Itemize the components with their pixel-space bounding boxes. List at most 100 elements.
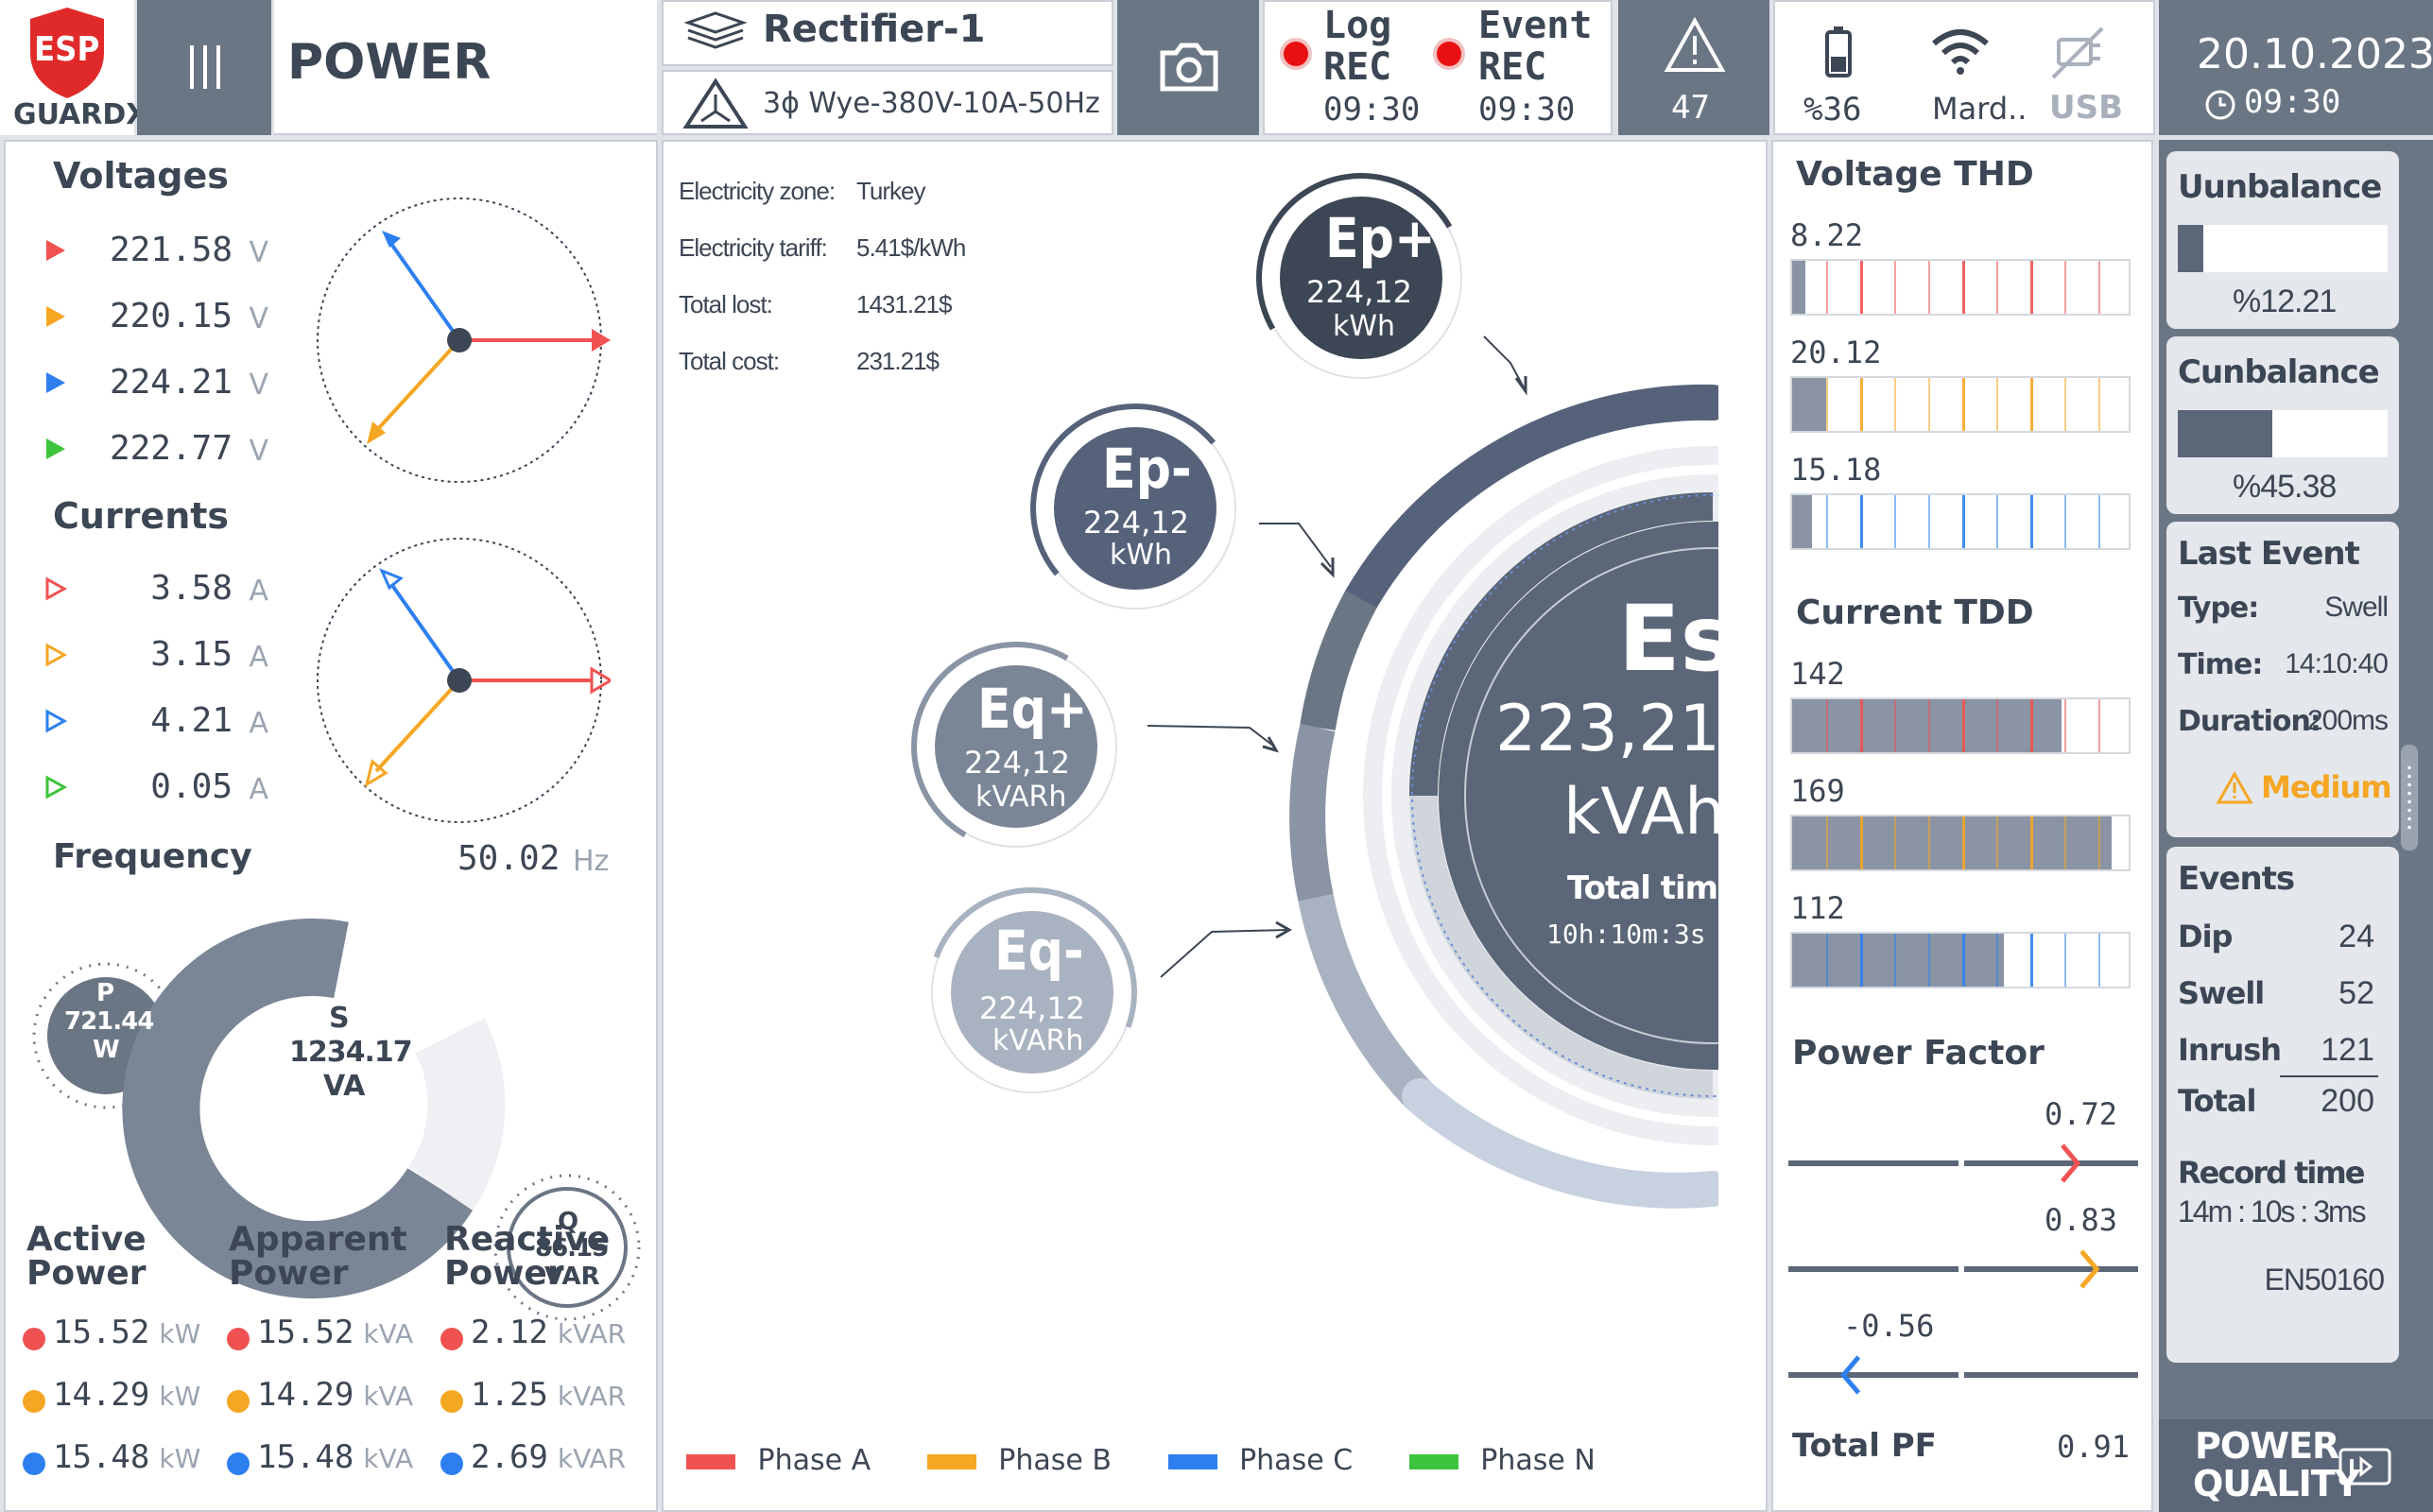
last-event-card[interactable]: Last Event Type: Swell Time: 14:10:40 Du…	[2166, 522, 2399, 837]
battery-level: %36	[1803, 91, 1862, 129]
harmonic-tick	[1996, 378, 1998, 431]
alarm-button[interactable]: 47	[1618, 0, 1769, 135]
inrush-value: 121	[2321, 1032, 2374, 1068]
page-title: POWER	[287, 34, 492, 91]
pf-slider-track	[1788, 1355, 2138, 1395]
harmonic-tick	[2064, 816, 2066, 869]
pf-marker-icon	[2061, 1143, 2081, 1183]
event-rec-label: REC	[1478, 45, 1547, 89]
rec-status-box: Log REC 09:30 Event REC 09:30	[1263, 0, 1613, 135]
page-title-box: POWER	[274, 0, 657, 135]
events-card[interactable]: Events Dip 24 Swell 52 Inrush 121 Total …	[2166, 847, 2399, 1363]
energy-panel: Electricity zone: Turkey Electricity tari…	[662, 140, 1768, 1512]
harmonic-tick	[1928, 495, 1930, 548]
active-power-title: Active Power	[26, 1223, 147, 1291]
pf-title: Power Factor	[1792, 1034, 2045, 1073]
voltage-unit: V	[249, 435, 268, 468]
tdd-bar	[1790, 932, 2131, 988]
harmonic-tick	[2030, 261, 2033, 314]
device-config-box[interactable]: 3ϕ Wye-380V-10A-50Hz	[662, 70, 1113, 135]
reactive-power-value: 1.25	[471, 1376, 548, 1414]
voltage-row: 221.58 V	[43, 227, 289, 274]
power-quality-button[interactable]: POWER QUALITY	[2159, 1419, 2433, 1512]
voltage-value: 224.21	[109, 363, 233, 402]
harmonic-tick	[1962, 816, 1965, 869]
thd-value: 8.22	[1790, 217, 1864, 253]
pf-value: -0.56	[1843, 1308, 1935, 1344]
phase-dot-icon	[23, 1452, 45, 1475]
usb-label: USB	[2049, 89, 2124, 127]
harmonic-tick	[1996, 495, 1998, 548]
current-row: 0.05 A	[43, 764, 289, 811]
harmonic-tick	[1962, 934, 1965, 987]
total-pf-value: 0.91	[2057, 1429, 2131, 1465]
voltage-value: 221.58	[109, 231, 233, 269]
pf-value: 0.83	[2044, 1202, 2117, 1238]
eq-minus-label: Eq-	[994, 919, 1084, 983]
log-rec-label: REC	[1323, 45, 1392, 89]
phase-marker-icon	[45, 643, 68, 667]
harmonic-tick	[1928, 699, 1930, 752]
uunbalance-value: %12.21	[2233, 284, 2337, 319]
harmonic-tick	[2030, 816, 2033, 869]
harmonic-tick	[1928, 378, 1930, 431]
current-date: 20.10.2023	[2197, 30, 2433, 78]
cunbalance-bar	[2178, 410, 2388, 457]
tdd-title: Current TDD	[1796, 593, 2034, 632]
zone-value: Turkey	[856, 177, 925, 205]
phase-n-swatch	[1408, 1453, 1458, 1469]
uunbalance-card[interactable]: Uunbalance %12.21	[2166, 151, 2399, 329]
log-rec-indicator-icon	[1284, 42, 1308, 66]
phase-b-swatch	[926, 1453, 976, 1469]
active-power-value: 15.48	[53, 1438, 150, 1476]
s-value: 1234.17	[289, 1036, 413, 1069]
record-time-value: 14m : 10s : 3ms	[2178, 1194, 2367, 1228]
phase-legend: Phase A Phase B Phase C Phase N	[686, 1444, 1596, 1477]
harmonic-tick	[2098, 378, 2100, 431]
harmonic-tick	[1826, 934, 1828, 987]
alarm-count: 47	[1671, 89, 1710, 127]
harmonic-tick	[1826, 816, 1828, 869]
eq-plus-value: 224,12	[964, 745, 1070, 781]
energy-diagram	[911, 173, 1718, 1209]
tariff-label: Electricity tariff:	[679, 233, 828, 262]
ep-plus-label: Ep+	[1325, 206, 1436, 270]
reactive-power-cell: 1.25 kVAR	[440, 1376, 626, 1414]
screenshot-button[interactable]	[1117, 0, 1259, 135]
current-row: 3.58 A	[43, 565, 289, 612]
current-unit: A	[249, 641, 268, 674]
datetime-box: 20.10.2023 09:30	[2159, 0, 2433, 135]
apparent-power-cell: 15.52 kVA	[227, 1314, 413, 1351]
uunbalance-title: Uunbalance	[2178, 168, 2382, 206]
q-unit: VAR	[544, 1263, 600, 1291]
wye-triangle-icon	[682, 77, 749, 129]
harmonic-tick	[1894, 699, 1896, 752]
harmonic-tick	[2098, 495, 2100, 548]
enter-icon	[2338, 1448, 2391, 1486]
harmonic-tick	[2098, 816, 2100, 869]
apparent-power-unit: kVA	[363, 1443, 414, 1474]
uunbalance-bar	[2178, 225, 2388, 272]
phase-dot-icon	[227, 1327, 250, 1350]
thd-bar-fill	[1792, 378, 1826, 431]
harmonic-tick	[1860, 699, 1863, 752]
voltage-value: 220.15	[109, 297, 233, 335]
apparent-power-unit: kVA	[363, 1318, 414, 1349]
cunbalance-card[interactable]: Cunbalance %45.38	[2166, 336, 2399, 514]
tdd-value: 142	[1790, 656, 1845, 692]
phase-dot-icon	[23, 1327, 45, 1350]
standard-label: EN50160	[2264, 1263, 2385, 1297]
sidebar-scroll-handle[interactable]	[2401, 745, 2418, 850]
cost-label: Total cost:	[679, 347, 780, 375]
phase-n-legend: Phase N	[1480, 1444, 1596, 1477]
menu-button[interactable]	[137, 0, 271, 135]
apparent-power-title-1: Apparent	[229, 1220, 407, 1259]
ep-plus-value: 224,12	[1306, 274, 1412, 310]
thd-bar-fill	[1792, 261, 1806, 314]
harmonic-tick	[1996, 699, 1998, 752]
reactive-power-title-1: Reactive	[444, 1220, 611, 1259]
apparent-power-value: 14.29	[257, 1376, 354, 1414]
harmonic-tick	[2064, 934, 2066, 987]
ep-plus-unit: kWh	[1333, 310, 1396, 343]
device-name-box[interactable]: Rectifier-1	[662, 0, 1113, 66]
